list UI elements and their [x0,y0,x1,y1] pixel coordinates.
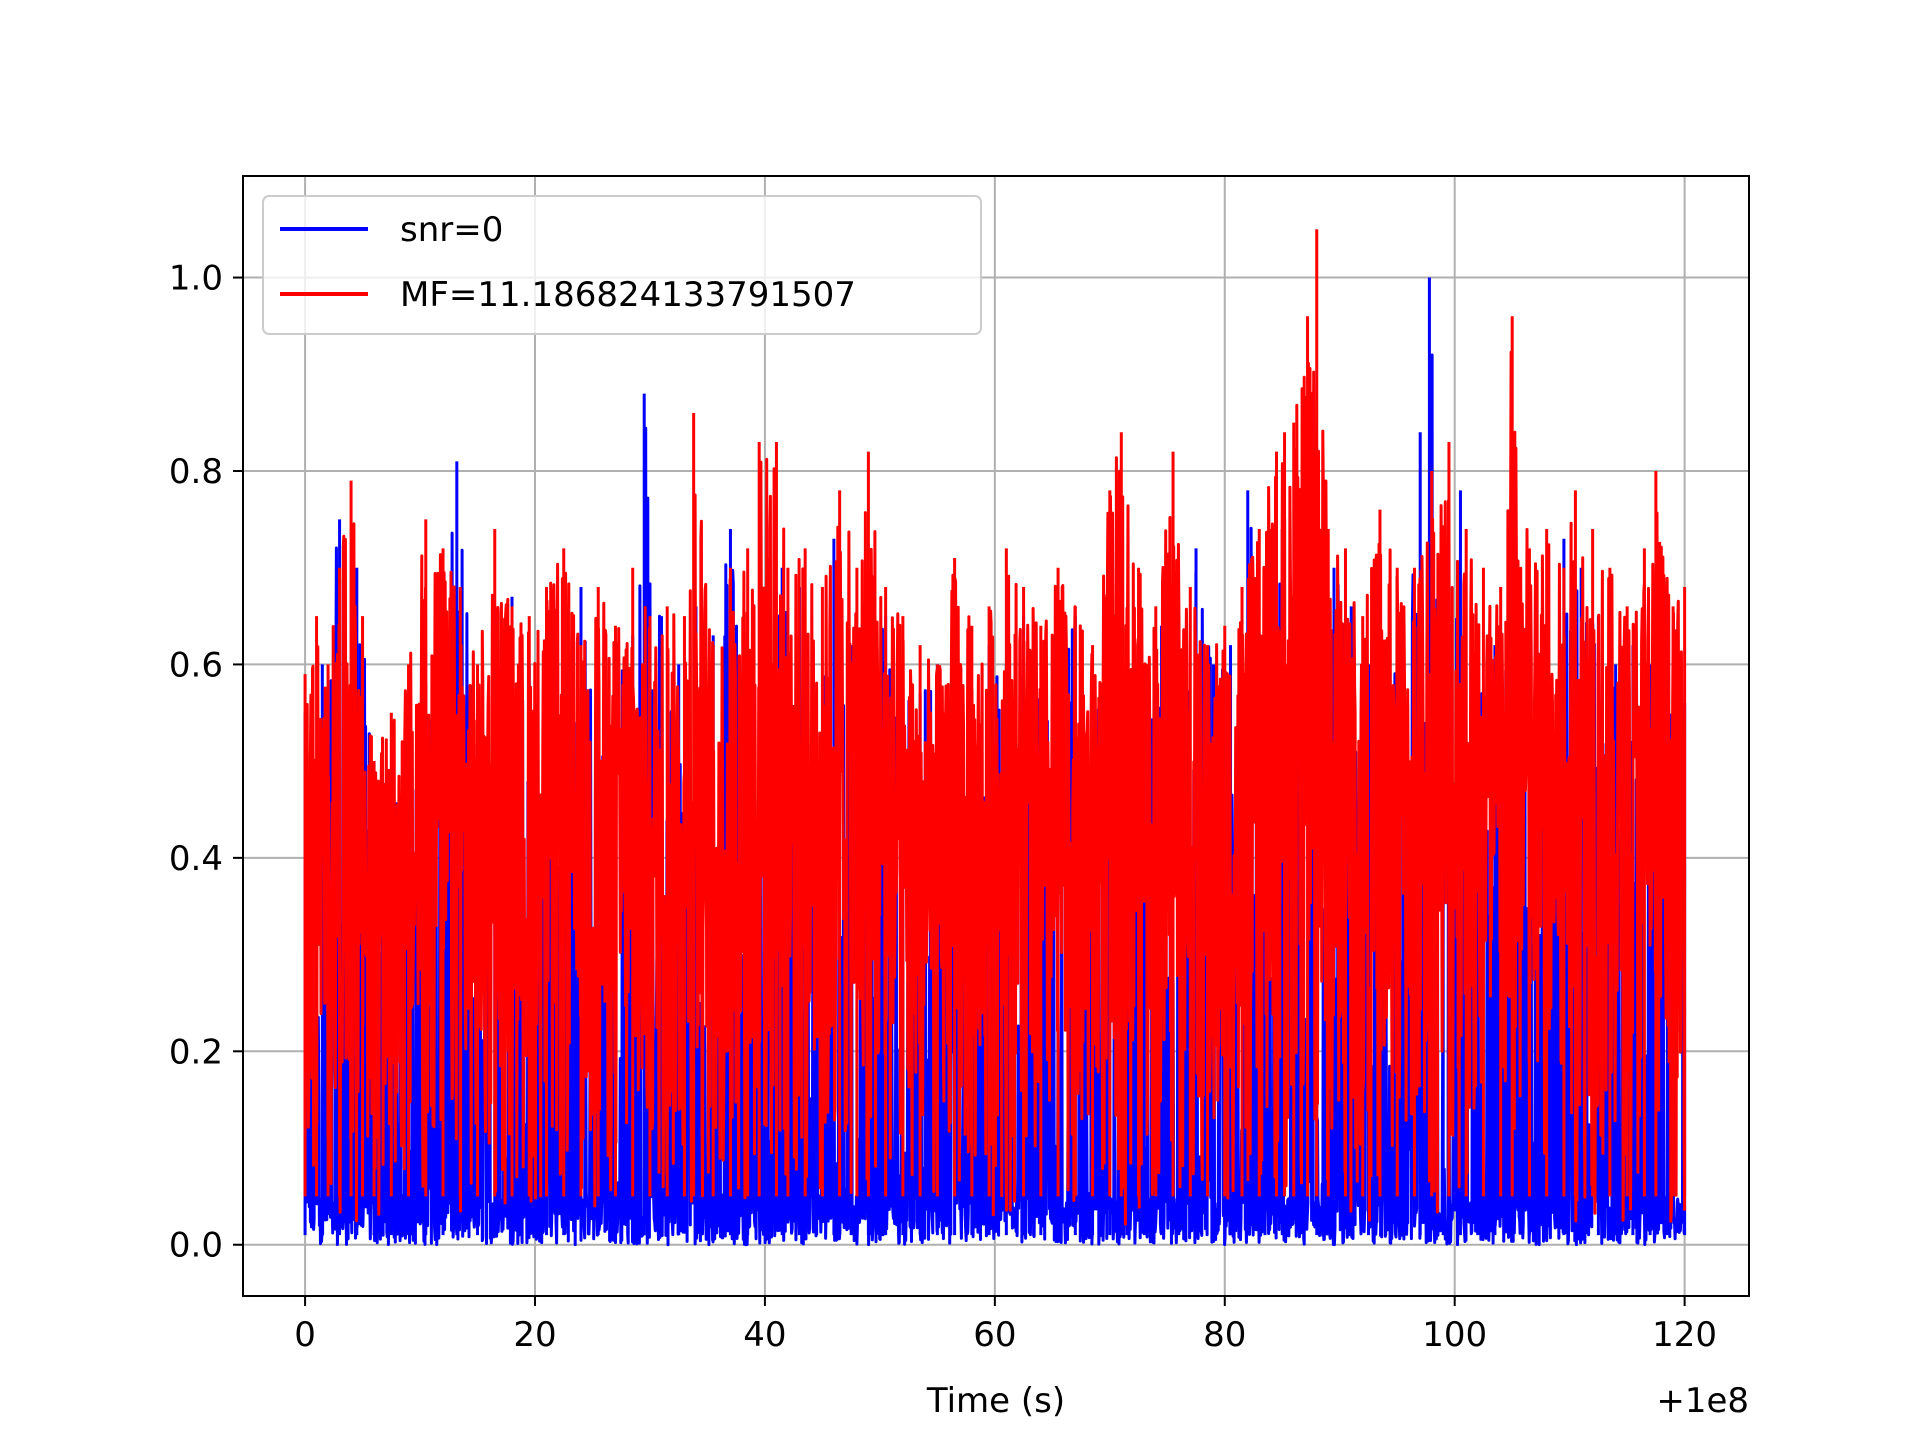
x-tick-label: 20 [513,1315,556,1355]
axes-frame [242,175,1750,1297]
y-tick-label: 0.4 [169,839,223,879]
legend-box [262,195,982,335]
legend-label-mf: MF=11.186824133791507 [400,275,856,315]
y-axis: 0.0 0.2 0.4 0.6 0.8 1.0 [169,259,243,1266]
plot-area [303,229,1687,1247]
y-tick-label: 0.2 [169,1032,223,1072]
y-tick-label: 1.0 [169,259,223,299]
y-tick-label: 0.0 [169,1226,223,1266]
x-axis: 0 20 40 60 80 100 120 [294,1296,1717,1355]
x-tick-label: 80 [1203,1315,1246,1355]
x-tick-label: 100 [1422,1315,1487,1355]
x-tick-label: 120 [1652,1315,1717,1355]
x-axis-label: Time (s) [926,1381,1065,1421]
x-axis-offset-label: +1e8 [1656,1381,1749,1421]
x-tick-label: 0 [294,1315,316,1355]
series-layer [303,229,1687,1247]
legend-label-snr: snr=0 [400,210,503,250]
x-tick-label: 60 [973,1315,1016,1355]
y-tick-label: 0.6 [169,645,223,685]
y-tick-label: 0.8 [169,452,223,492]
series-line-mf [303,350,1687,1226]
x-tick-label: 40 [743,1315,786,1355]
legend: snr=0 MF=11.186824133791507 [262,195,982,335]
